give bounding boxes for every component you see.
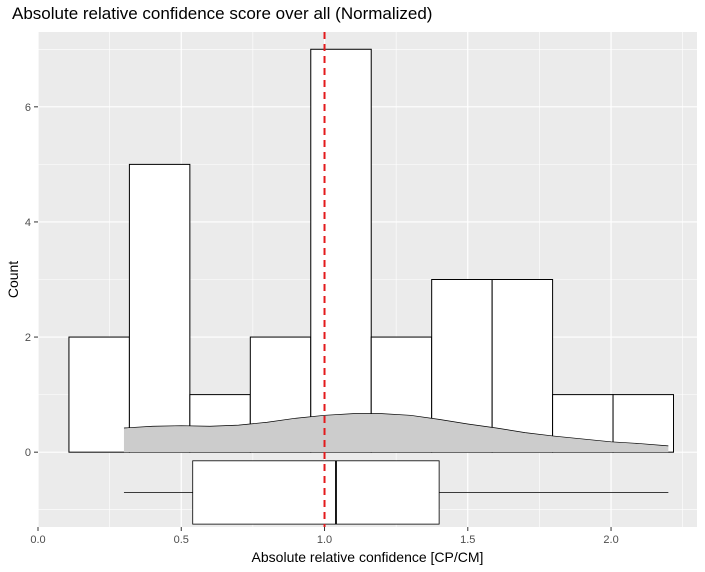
x-tick-label: 0.5	[174, 534, 189, 546]
x-tick-label: 1.0	[317, 534, 332, 546]
x-tick-label: 0.0	[30, 534, 45, 546]
y-tick-label: 4	[25, 217, 31, 229]
y-tick-label: 0	[25, 447, 31, 459]
histogram-bar	[68, 336, 130, 453]
y-axis: 0 2 4 6	[25, 102, 38, 459]
boxplot-box	[192, 460, 440, 525]
chart-title: Absolute relative confidence score over …	[12, 4, 433, 23]
x-tick-label: 1.5	[460, 534, 475, 546]
y-tick-label: 6	[25, 102, 31, 114]
y-tick-label: 2	[25, 332, 31, 344]
boxplot	[123, 460, 669, 525]
x-axis: 0.0 0.5 1.0 1.5 2.0	[30, 527, 619, 546]
histogram-bar	[128, 163, 191, 453]
histogram-bar	[491, 279, 554, 453]
x-tick-label: 2.0	[603, 534, 618, 546]
density-line	[123, 413, 669, 447]
x-axis-title: Absolute relative confidence [CP/CM]	[252, 549, 484, 565]
density-curve	[123, 413, 669, 453]
y-axis-title: Count	[5, 261, 21, 298]
histogram-bar	[310, 48, 372, 453]
